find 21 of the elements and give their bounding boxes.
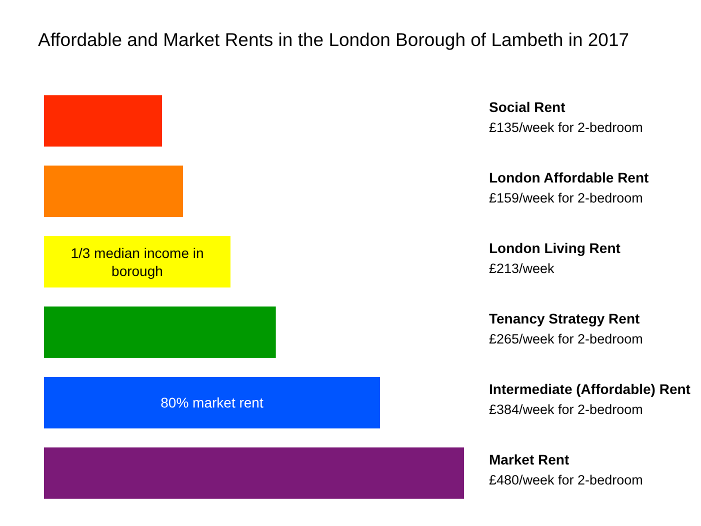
bar: [44, 447, 464, 499]
bar: [44, 95, 162, 147]
chart-title: Affordable and Market Rents in the London Borough of Lambeth in 2017: [38, 29, 630, 50]
text: £135/week for 2-bedroom: [489, 120, 643, 136]
annotation: 80% market rent: [160, 394, 264, 411]
y-tick-label: London Affordable Rent: [489, 170, 650, 186]
text: £159/week for 2-bedroom: [489, 190, 643, 206]
bar: [44, 166, 184, 218]
y-tick-label: Social Rent: [489, 99, 566, 116]
text: £265/week for 2-bedroom: [489, 332, 643, 347]
annotation: 1/3 median income in borough: [70, 244, 204, 279]
bar: [44, 376, 380, 428]
text: £480/week for 2-bedroom: [489, 472, 643, 488]
y-tick-label: London Living Rent: [489, 240, 621, 256]
y-tick-label: Market Rent: [489, 451, 570, 468]
bar: [44, 306, 276, 358]
y-tick-label: Intermediate (Affordable) Rent: [489, 380, 691, 397]
text: £213/week: [489, 261, 555, 276]
y-tick-label: Tenancy Strategy Rent: [489, 310, 640, 327]
bar: [44, 236, 230, 288]
text: £384/week for 2-bedroom: [489, 402, 643, 417]
